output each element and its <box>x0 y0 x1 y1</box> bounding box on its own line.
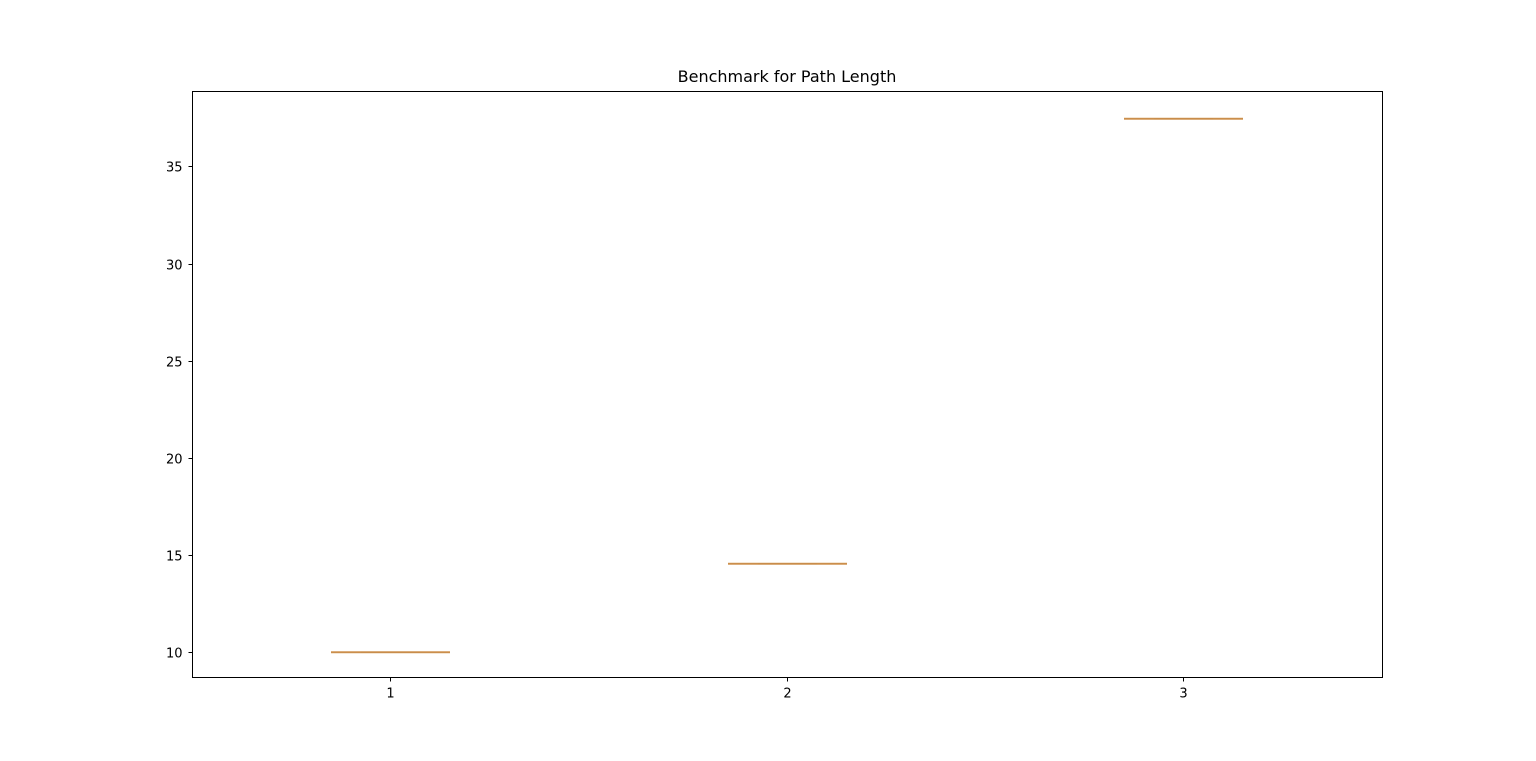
chart-title: Benchmark for Path Length <box>678 67 897 86</box>
y-axis: 10 15 20 25 30 35 <box>166 161 193 662</box>
y-tick-label: 20 <box>166 453 183 468</box>
x-axis: 1 2 3 <box>386 677 1188 702</box>
y-tick-label: 10 <box>166 647 183 662</box>
y-tick-label: 35 <box>166 161 183 176</box>
x-tick-label: 1 <box>386 687 394 702</box>
x-tick-label: 3 <box>1179 687 1187 702</box>
plot-area <box>331 117 1243 654</box>
y-tick-label: 15 <box>166 550 183 565</box>
x-tick-label: 2 <box>783 687 791 702</box>
y-tick-label: 25 <box>166 356 183 371</box>
y-tick-label: 30 <box>166 259 183 274</box>
